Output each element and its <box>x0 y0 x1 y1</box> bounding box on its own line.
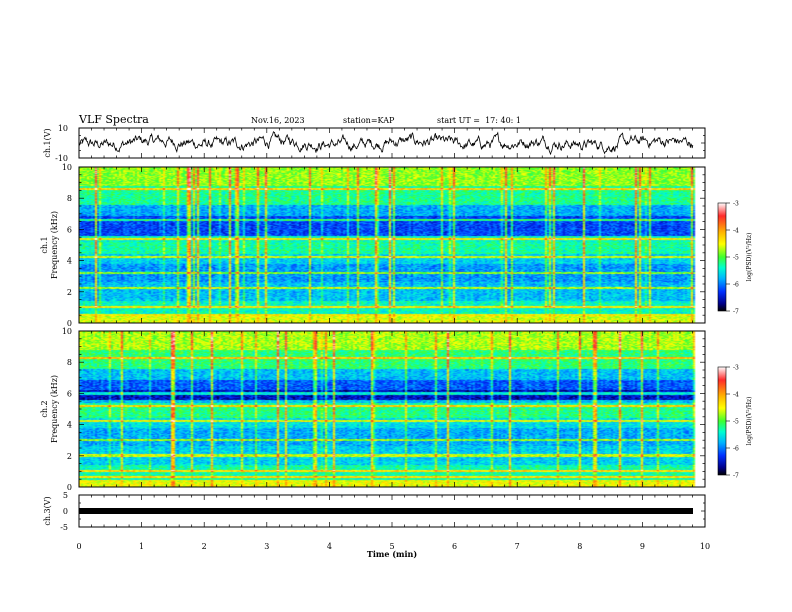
colorbar-2: -3 -4 -5 -6 -7 log(PSD)(V²/Hz) <box>717 365 753 480</box>
colorbar-1-gradient <box>717 202 727 312</box>
x-tick-label: 0 <box>76 542 81 551</box>
ch1-freq-label-line1: ch.1 <box>40 236 49 253</box>
colorbar-2-gradient <box>717 366 727 476</box>
ch3-ytick-bottom: -5 <box>60 523 68 532</box>
y-tick-label: 8 <box>67 358 72 367</box>
colorbar-tick-label: -3 <box>733 365 739 372</box>
x-tick-label: 3 <box>264 542 269 551</box>
ch2-freq-label-line2: Frequency (kHz) <box>50 375 59 443</box>
colorbar-1-label: log(PSD)(V²/Hz) <box>746 233 753 282</box>
chart-title: VLF Spectra <box>78 113 149 126</box>
y-tick-label: 4 <box>67 257 72 266</box>
y-tick-label: 10 <box>62 163 72 172</box>
ch1-waveform-line <box>79 131 694 156</box>
ch3-signal-band <box>79 508 693 514</box>
y-tick-label: 0 <box>67 483 72 492</box>
ch2-spectrogram-image <box>79 331 705 487</box>
y-tick-label: 6 <box>67 389 72 398</box>
date-label: Nov.16, 2023 <box>251 116 305 125</box>
ch1-spectrogram-panel: ch.1 Frequency (kHz) <box>40 166 706 324</box>
x-tick-label: 2 <box>202 542 207 551</box>
colorbar-tick-label: -6 <box>733 282 739 289</box>
ch3-ytick-top: 5 <box>63 491 68 500</box>
y-tick-label: 10 <box>62 327 72 336</box>
colorbar-tick-label: -5 <box>733 419 739 426</box>
ch2-spectrogram-panel: ch.2 Frequency (kHz) <box>40 330 706 488</box>
ch1-freq-label-line2: Frequency (kHz) <box>50 211 59 279</box>
ch1-ytick-top: 10 <box>58 124 68 133</box>
ch2-freq-label-line1: ch.2 <box>40 400 49 417</box>
station-label: station=KAP <box>343 116 395 125</box>
x-tick-label: 10 <box>700 542 710 551</box>
colorbar-tick-label: -4 <box>733 392 739 399</box>
x-tick-label: 7 <box>515 542 520 551</box>
start-time-label: start UT = 17: 40: 1 <box>437 116 521 125</box>
x-tick-label: 4 <box>327 542 332 551</box>
y-tick-label: 2 <box>67 288 72 297</box>
ch1-ytick-bottom: -10 <box>55 154 68 163</box>
y-tick-label: 6 <box>67 225 72 234</box>
y-tick-label: 8 <box>67 194 72 203</box>
x-tick-label: 6 <box>452 542 457 551</box>
y-tick-label: 0 <box>67 319 72 328</box>
colorbar-1: -3 -4 -5 -6 -7 log(PSD)(V²/Hz) <box>717 201 753 316</box>
colorbar-tick-label: -6 <box>733 446 739 453</box>
ch3-ytick-mid: 0 <box>63 507 68 516</box>
y-tick-label: 4 <box>67 421 72 430</box>
colorbar-tick-label: -4 <box>733 228 739 235</box>
ch1-waveform-panel: 10 -10 ch.1(V) <box>43 124 706 163</box>
colorbar-tick-label: -3 <box>733 201 739 208</box>
ch1-ylabel: ch.1(V) <box>43 128 52 157</box>
ch3-ylabel: ch.3(V) <box>43 496 52 525</box>
x-axis-label: Time (min) <box>367 549 417 559</box>
y-tick-label: 2 <box>67 452 72 461</box>
ch3-waveform-panel: 5 0 -5 ch.3(V) <box>43 491 706 532</box>
x-tick-label: 5 <box>389 542 394 551</box>
ch1-spectrogram-image <box>79 167 705 323</box>
colorbar-tick-label: -5 <box>733 255 739 262</box>
x-tick-label: 8 <box>577 542 582 551</box>
colorbar-tick-label: -7 <box>733 309 739 316</box>
x-tick-label: 9 <box>640 542 645 551</box>
colorbar-tick-label: -7 <box>733 473 739 480</box>
colorbar-2-label: log(PSD)(V²/Hz) <box>746 397 753 446</box>
x-tick-label: 1 <box>139 542 144 551</box>
